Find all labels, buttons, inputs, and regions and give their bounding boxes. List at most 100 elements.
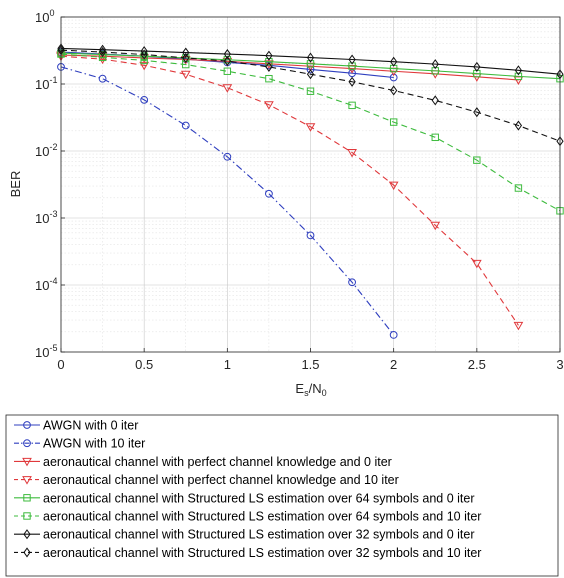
data-point	[389, 330, 398, 339]
y-tick-base: 10	[35, 10, 49, 25]
data-point	[473, 61, 481, 72]
data-point	[181, 121, 190, 130]
data-point	[514, 120, 523, 131]
data-point	[140, 56, 148, 65]
data-point	[389, 73, 398, 82]
data-point	[306, 69, 315, 80]
data-point	[348, 101, 356, 110]
legend: AWGN with 0 iter AWGN with 10 iter aeronau…	[5, 414, 559, 577]
legend-item: aeronautical channel with Structured LS …	[14, 546, 481, 560]
y-tick-label: 10-2	[35, 142, 57, 159]
legend-marker	[23, 421, 31, 429]
data-point	[390, 56, 398, 67]
y-tick-label: 10-5	[35, 343, 57, 360]
y-tick-label: 10-3	[35, 209, 57, 226]
legend-marker	[23, 494, 31, 502]
data-point	[98, 46, 107, 58]
series-line	[60, 66, 395, 336]
data-point	[264, 101, 274, 110]
data-point	[265, 58, 273, 66]
legend-marker	[23, 512, 31, 520]
legend-marker	[22, 457, 32, 467]
data-point	[305, 123, 316, 132]
legend-box	[5, 414, 559, 577]
x-tick-label: 0.5	[135, 357, 153, 372]
data-point	[139, 61, 150, 71]
data-point	[430, 221, 441, 231]
legend-marker	[22, 476, 32, 485]
data-point	[473, 156, 481, 164]
legend-marker	[23, 439, 31, 448]
legend-marker	[23, 547, 31, 558]
legend-item: AWGN with 10 iter	[14, 437, 145, 451]
y-tick-base: 10	[35, 211, 49, 226]
x-tick-label: 3	[556, 357, 563, 372]
legend-label: aeronautical channel with Structured LS …	[43, 546, 481, 560]
data-point	[306, 87, 315, 95]
y-tick-base: 10	[35, 144, 49, 159]
data-point	[347, 148, 357, 158]
legend-marker	[23, 529, 31, 540]
data-point	[513, 321, 524, 331]
data-point	[306, 231, 315, 240]
data-point	[265, 189, 273, 198]
legend-item: aeronautical channel with perfect channe…	[14, 455, 392, 469]
series-line	[60, 53, 561, 212]
legend-label: AWGN with 10 iter	[43, 437, 145, 451]
data-point	[223, 152, 232, 161]
data-point	[513, 76, 524, 85]
series-4	[56, 52, 524, 331]
data-point	[514, 184, 523, 192]
legend-item: aeronautical channel with perfect channe…	[14, 473, 399, 487]
legend-item: AWGN with 0 iter	[14, 419, 138, 433]
y-tick-label: 100	[35, 8, 54, 25]
y-axis-label: BER	[8, 171, 23, 198]
x-tick-label: 1	[224, 357, 231, 372]
data-point	[348, 76, 356, 87]
data-point	[306, 52, 315, 63]
y-tick-exponent: -5	[49, 343, 57, 353]
data-point	[473, 107, 481, 118]
series-line	[60, 49, 561, 142]
legend-label: aeronautical channel with perfect channe…	[43, 473, 399, 487]
x-axis-label: Es/N0	[295, 381, 326, 398]
legend-item: aeronautical channel with Structured LS …	[14, 528, 474, 542]
y-tick-exponent: -2	[49, 142, 57, 152]
legend-item: aeronautical channel with Structured LS …	[14, 510, 481, 524]
y-tick-base: 10	[35, 77, 49, 92]
data-point	[223, 55, 231, 67]
y-tick-label: 10-1	[35, 75, 57, 92]
data-point	[471, 259, 482, 269]
data-point	[388, 181, 399, 191]
data-point	[182, 47, 190, 58]
data-point	[514, 65, 523, 76]
legend-label: aeronautical channel with Structured LS …	[43, 528, 474, 542]
data-point	[265, 61, 273, 72]
data-point	[98, 44, 107, 55]
data-point	[431, 59, 439, 70]
data-point	[431, 95, 439, 106]
data-point	[390, 85, 398, 96]
x-tick-label: 0	[57, 357, 64, 372]
legend-item: aeronautical channel with Structured LS …	[14, 491, 474, 505]
data-point	[306, 60, 315, 68]
data-point	[140, 95, 149, 104]
series-line	[60, 55, 519, 326]
x-tick-label: 1.5	[301, 357, 319, 372]
y-tick-base: 10	[35, 278, 49, 293]
y-tick-exponent: 0	[49, 8, 54, 18]
data-point	[431, 133, 439, 142]
legend-label: aeronautical channel with Structured LS …	[43, 510, 481, 524]
data-point	[223, 67, 232, 75]
x-tick-label: 2	[390, 357, 397, 372]
data-point	[182, 52, 190, 63]
series-line	[60, 54, 519, 81]
data-point	[348, 278, 356, 287]
data-point	[348, 54, 356, 65]
data-point	[514, 72, 523, 81]
data-point	[223, 48, 231, 60]
series-layer	[56, 43, 564, 339]
y-tick-exponent: -3	[49, 209, 57, 219]
